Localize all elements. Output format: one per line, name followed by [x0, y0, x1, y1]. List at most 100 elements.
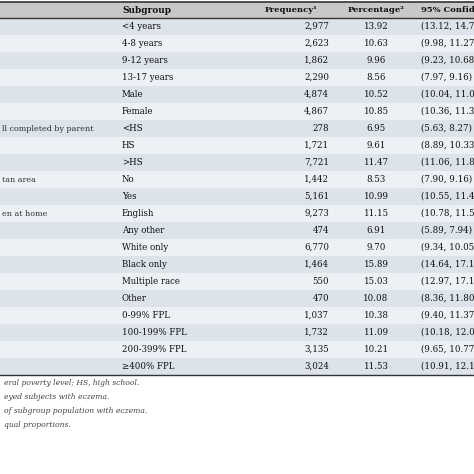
- Text: 7,721: 7,721: [304, 158, 329, 167]
- Text: English: English: [122, 209, 155, 218]
- Text: HS: HS: [122, 141, 136, 150]
- Text: 3,135: 3,135: [304, 345, 329, 354]
- Text: (14.64, 17.14: (14.64, 17.14: [421, 260, 474, 269]
- Text: 550: 550: [312, 277, 329, 286]
- Bar: [0, 103, 474, 120]
- Text: (9.34, 10.05: (9.34, 10.05: [421, 243, 474, 252]
- Text: 13-17 years: 13-17 years: [122, 73, 173, 82]
- Text: 474: 474: [312, 226, 329, 235]
- Text: (7.97, 9.16): (7.97, 9.16): [421, 73, 472, 82]
- Bar: [0, 35, 474, 52]
- Text: 10.63: 10.63: [364, 39, 388, 48]
- Text: (5.63, 8.27): (5.63, 8.27): [421, 124, 472, 133]
- Text: 5,161: 5,161: [304, 192, 329, 201]
- Text: 11.09: 11.09: [364, 328, 389, 337]
- Text: 4,874: 4,874: [304, 90, 329, 99]
- Text: 6.91: 6.91: [366, 226, 386, 235]
- Text: 100-199% FPL: 100-199% FPL: [122, 328, 187, 337]
- Text: 1,732: 1,732: [304, 328, 329, 337]
- Text: 11.15: 11.15: [364, 209, 389, 218]
- Bar: [0, 239, 474, 256]
- Text: (7.90, 9.16): (7.90, 9.16): [421, 175, 472, 184]
- Text: (9.65, 10.77: (9.65, 10.77: [421, 345, 474, 354]
- Text: 8.56: 8.56: [366, 73, 386, 82]
- Text: (8.89, 10.33: (8.89, 10.33: [421, 141, 474, 150]
- Text: 10.52: 10.52: [364, 90, 389, 99]
- Text: No: No: [122, 175, 135, 184]
- Bar: [0, 2, 474, 18]
- Text: 11.53: 11.53: [364, 362, 388, 371]
- Bar: [0, 256, 474, 273]
- Bar: [0, 137, 474, 154]
- Bar: [0, 154, 474, 171]
- Text: (9.98, 11.27: (9.98, 11.27: [421, 39, 474, 48]
- Bar: [0, 188, 474, 205]
- Text: 200-399% FPL: 200-399% FPL: [122, 345, 186, 354]
- Text: Subgroup: Subgroup: [122, 6, 171, 15]
- Text: Female: Female: [122, 107, 154, 116]
- Bar: [0, 358, 474, 375]
- Text: Male: Male: [122, 90, 144, 99]
- Text: 6.95: 6.95: [366, 124, 386, 133]
- Text: (10.91, 12.15: (10.91, 12.15: [421, 362, 474, 371]
- Text: 1,037: 1,037: [304, 311, 329, 320]
- Text: 1,721: 1,721: [304, 141, 329, 150]
- Text: (10.18, 12.00: (10.18, 12.00: [421, 328, 474, 337]
- Text: 3,024: 3,024: [304, 362, 329, 371]
- Text: 95% Confidence i: 95% Confidence i: [421, 6, 474, 14]
- Bar: [0, 307, 474, 324]
- Text: (10.04, 11.01: (10.04, 11.01: [421, 90, 474, 99]
- Text: 10.99: 10.99: [364, 192, 389, 201]
- Text: (13.12, 14.73: (13.12, 14.73: [421, 22, 474, 31]
- Text: 1,862: 1,862: [304, 56, 329, 65]
- Text: Yes: Yes: [122, 192, 137, 201]
- Text: 9.61: 9.61: [366, 141, 386, 150]
- Text: (5.89, 7.94): (5.89, 7.94): [421, 226, 472, 235]
- Text: 15.03: 15.03: [364, 277, 388, 286]
- Text: Frequency¹: Frequency¹: [264, 6, 318, 14]
- Text: tan area: tan area: [2, 175, 36, 183]
- Bar: [0, 86, 474, 103]
- Text: 4-8 years: 4-8 years: [122, 39, 163, 48]
- Text: 10.38: 10.38: [364, 311, 389, 320]
- Text: 2,977: 2,977: [304, 22, 329, 31]
- Text: 9.70: 9.70: [366, 243, 386, 252]
- Text: (9.40, 11.37: (9.40, 11.37: [421, 311, 474, 320]
- Bar: [0, 324, 474, 341]
- Text: of subgroup population with eczema.: of subgroup population with eczema.: [4, 407, 147, 415]
- Text: Percentage²: Percentage²: [347, 6, 404, 14]
- Text: Any other: Any other: [122, 226, 164, 235]
- Text: 278: 278: [312, 124, 329, 133]
- Bar: [0, 120, 474, 137]
- Text: 2,290: 2,290: [304, 73, 329, 82]
- Bar: [0, 341, 474, 358]
- Text: (10.78, 11.51: (10.78, 11.51: [421, 209, 474, 218]
- Bar: [0, 222, 474, 239]
- Text: <HS: <HS: [122, 124, 143, 133]
- Text: Multiple race: Multiple race: [122, 277, 180, 286]
- Bar: [0, 290, 474, 307]
- Bar: [0, 171, 474, 188]
- Text: ll completed by parent: ll completed by parent: [2, 125, 93, 133]
- Text: (12.97, 17.10: (12.97, 17.10: [421, 277, 474, 286]
- Text: 9,273: 9,273: [304, 209, 329, 218]
- Text: (10.55, 11.43: (10.55, 11.43: [421, 192, 474, 201]
- Bar: [0, 205, 474, 222]
- Text: >HS: >HS: [122, 158, 143, 167]
- Text: Other: Other: [122, 294, 147, 303]
- Text: 13.92: 13.92: [364, 22, 388, 31]
- Bar: [0, 52, 474, 69]
- Text: 9.96: 9.96: [366, 56, 386, 65]
- Text: 10.85: 10.85: [364, 107, 389, 116]
- Text: 8.53: 8.53: [366, 175, 386, 184]
- Text: 0-99% FPL: 0-99% FPL: [122, 311, 170, 320]
- Text: en at home: en at home: [2, 210, 47, 218]
- Bar: [0, 69, 474, 86]
- Text: ≥400% FPL: ≥400% FPL: [122, 362, 174, 371]
- Text: 6,770: 6,770: [304, 243, 329, 252]
- Bar: [0, 273, 474, 290]
- Text: 1,442: 1,442: [304, 175, 329, 184]
- Text: eral poverty level; HS, high school.: eral poverty level; HS, high school.: [4, 379, 139, 387]
- Text: (8.36, 11.80: (8.36, 11.80: [421, 294, 474, 303]
- Text: (11.06, 11.88: (11.06, 11.88: [421, 158, 474, 167]
